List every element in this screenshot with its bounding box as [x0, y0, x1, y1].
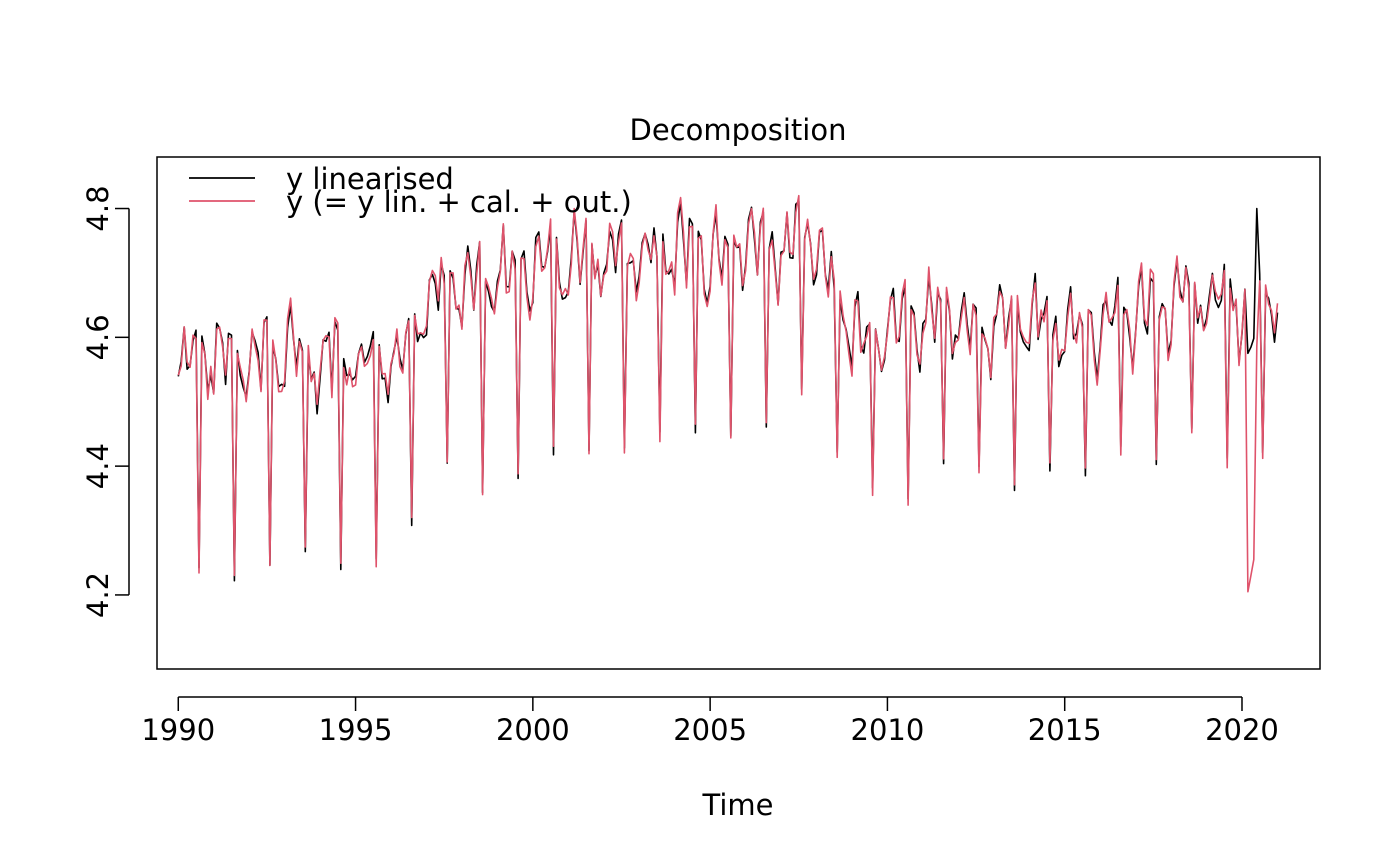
- plot-frame: [156, 156, 1321, 670]
- x-axis: 1990 1995 2000 2005 2010 2015 2020: [141, 696, 1279, 747]
- y-tick-label: 4.8: [81, 185, 115, 231]
- y-tick-label: 4.4: [81, 443, 115, 489]
- x-tick-label: 2020: [1205, 713, 1279, 747]
- chart-title: Decomposition: [630, 113, 847, 147]
- y-axis: 4.2 4.4 4.6 4.8: [81, 185, 130, 618]
- x-tick-label: 1990: [141, 713, 215, 747]
- series-layer: [177, 194, 1279, 593]
- y-tick-label: 4.2: [81, 572, 115, 618]
- x-tick-label: 2010: [851, 713, 925, 747]
- legend-label-y-combined: y (= y lin. + cal. + out.): [286, 185, 632, 219]
- legend: y linearised y (= y lin. + cal. + out.): [189, 162, 632, 219]
- x-tick-label: 2000: [496, 713, 570, 747]
- x-tick-label: 2005: [673, 713, 747, 747]
- x-tick-label: 1995: [319, 713, 393, 747]
- y-tick-label: 4.6: [81, 314, 115, 360]
- x-tick-label: 2015: [1028, 713, 1102, 747]
- series-y-combined: [177, 194, 1279, 593]
- legend-label-y-linearised: y linearised: [286, 162, 454, 196]
- x-axis-label: Time: [702, 788, 774, 822]
